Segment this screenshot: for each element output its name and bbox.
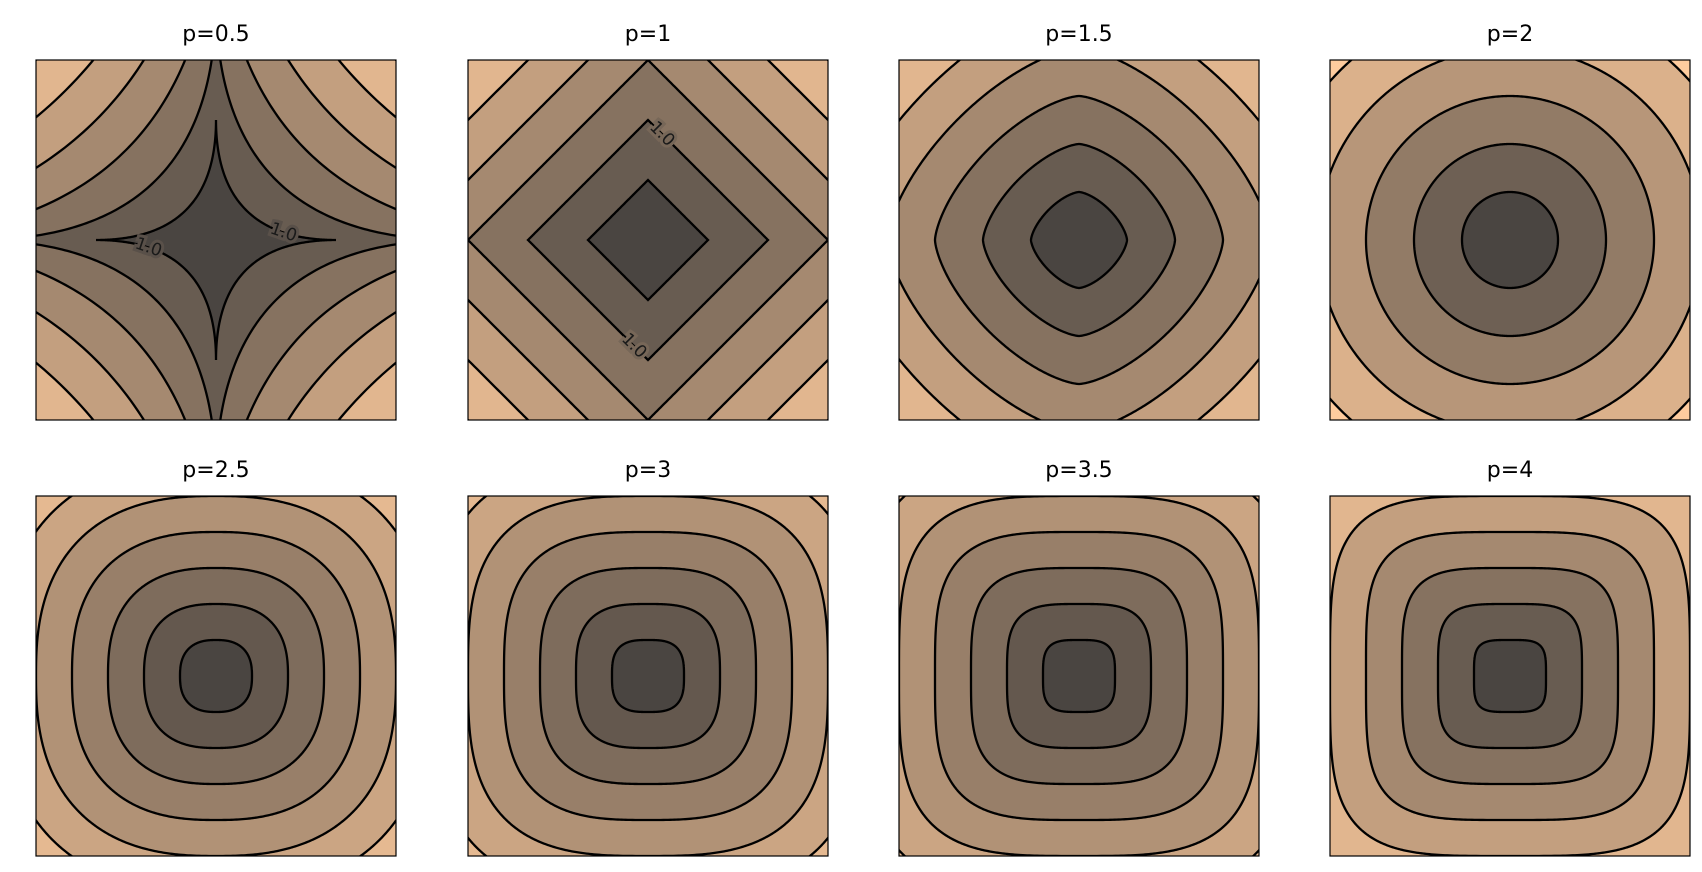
panel: p=0.5 1.01.0 bbox=[35, 22, 397, 421]
contour-line bbox=[1460, 190, 1560, 290]
contour-band bbox=[1031, 192, 1127, 288]
contour-band bbox=[612, 640, 684, 712]
panel: p=1 1.01.0 bbox=[467, 22, 829, 421]
panel-title: p=2.5 bbox=[182, 458, 249, 483]
contour-line bbox=[574, 602, 722, 750]
contour-line bbox=[1029, 190, 1129, 290]
contour-line bbox=[468, 60, 828, 420]
plot-area bbox=[1330, 60, 1690, 420]
contour-line bbox=[969, 566, 1189, 786]
panel: p=1.5 bbox=[898, 22, 1260, 421]
panel-title: p=3 bbox=[625, 458, 671, 483]
plot-area bbox=[36, 496, 396, 856]
contour-line bbox=[178, 638, 254, 714]
contour-line bbox=[1041, 638, 1117, 714]
contour-band bbox=[1474, 640, 1546, 712]
panel-frame bbox=[35, 495, 397, 857]
panel-title: p=4 bbox=[1487, 458, 1533, 483]
contour-line bbox=[106, 566, 326, 786]
panel: p=2.5 bbox=[35, 458, 397, 857]
plot-area: 1.01.0 bbox=[468, 60, 828, 420]
panel: p=4 bbox=[1329, 458, 1691, 857]
panel-frame bbox=[467, 495, 829, 857]
contour-line bbox=[899, 60, 1259, 420]
contour-line bbox=[1472, 638, 1548, 714]
contour-line bbox=[36, 496, 396, 856]
panel-title: p=1.5 bbox=[1045, 22, 1112, 47]
panel-title: p=0.5 bbox=[182, 22, 249, 47]
contour-line bbox=[1364, 94, 1656, 386]
contour-line bbox=[468, 496, 828, 856]
contour-line bbox=[933, 530, 1225, 822]
panel-title: p=1 bbox=[625, 22, 671, 47]
panel-title: p=3.5 bbox=[1045, 458, 1112, 483]
contour-line bbox=[36, 60, 396, 420]
plot-area bbox=[899, 496, 1259, 856]
contour-line bbox=[1400, 566, 1620, 786]
contour-line bbox=[1330, 496, 1690, 856]
contour-line bbox=[70, 530, 362, 822]
panel-frame bbox=[467, 59, 829, 421]
plot-area bbox=[899, 60, 1259, 420]
panel-frame bbox=[898, 59, 1260, 421]
plot-area bbox=[1330, 496, 1690, 856]
contour-line bbox=[502, 530, 794, 822]
contour-band bbox=[1043, 640, 1115, 712]
plot-area bbox=[468, 496, 828, 856]
contour-line bbox=[526, 118, 770, 362]
panel: p=2 bbox=[1329, 22, 1691, 421]
panel-frame bbox=[898, 495, 1260, 857]
panel: p=3 bbox=[467, 458, 829, 857]
contour-line bbox=[586, 178, 710, 302]
contour-line bbox=[981, 142, 1177, 338]
contour-line bbox=[96, 120, 336, 360]
plot-area: 1.01.0 bbox=[36, 60, 396, 420]
contour-line bbox=[933, 94, 1225, 386]
contour-line bbox=[1436, 602, 1584, 750]
contour-line bbox=[142, 602, 290, 750]
contour-line bbox=[899, 496, 1259, 856]
contour-line bbox=[1005, 602, 1153, 750]
contour-line bbox=[538, 566, 758, 786]
contour-line bbox=[1364, 530, 1656, 822]
contour-line bbox=[1412, 142, 1608, 338]
contour-line bbox=[610, 638, 686, 714]
panel-frame bbox=[1329, 59, 1691, 421]
panel-frame bbox=[35, 59, 397, 421]
contour-band bbox=[96, 120, 336, 360]
panel: p=3.5 bbox=[898, 458, 1260, 857]
contour-band bbox=[180, 640, 252, 712]
contour-band bbox=[1462, 192, 1558, 288]
panel-frame bbox=[1329, 495, 1691, 857]
contour-line bbox=[1330, 60, 1690, 420]
panel-title: p=2 bbox=[1487, 22, 1533, 47]
